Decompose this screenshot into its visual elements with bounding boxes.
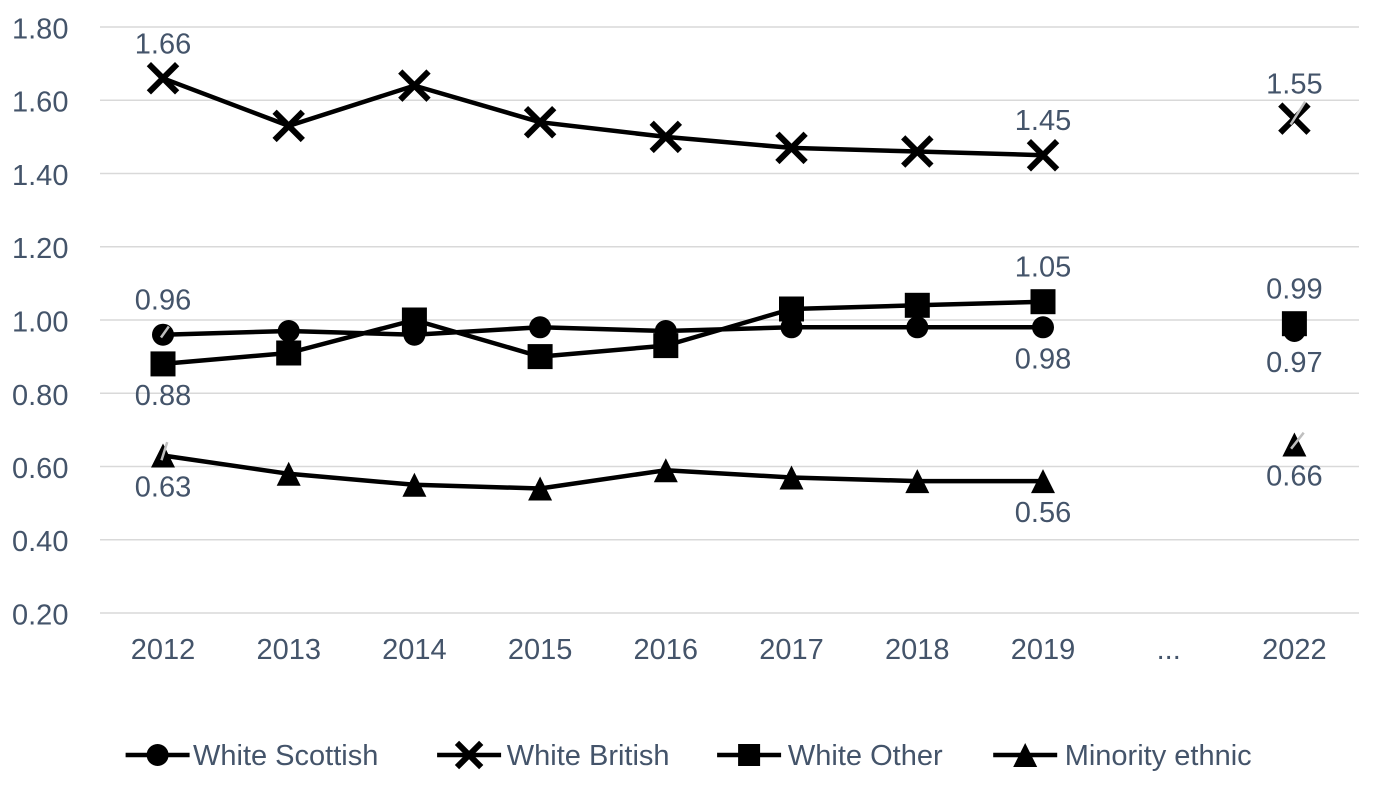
svg-text:1.05: 1.05: [1015, 252, 1071, 284]
svg-text:0.97: 0.97: [1266, 347, 1322, 379]
svg-text:2017: 2017: [759, 634, 824, 666]
svg-text:0.99: 0.99: [1266, 274, 1322, 306]
svg-text:Minority ethnic: Minority ethnic: [1065, 740, 1252, 772]
svg-text:1.66: 1.66: [135, 28, 191, 60]
svg-text:0.98: 0.98: [1015, 343, 1071, 375]
svg-text:White British: White British: [507, 740, 670, 772]
svg-text:2012: 2012: [131, 634, 196, 666]
svg-text:2016: 2016: [634, 634, 699, 666]
svg-text:2019: 2019: [1011, 634, 1076, 666]
svg-text:1.20: 1.20: [12, 233, 68, 265]
svg-text:0.63: 0.63: [135, 472, 191, 504]
svg-text:White Other: White Other: [788, 740, 943, 772]
svg-text:1.60: 1.60: [12, 87, 68, 119]
svg-text:1.45: 1.45: [1015, 105, 1071, 137]
svg-text:1.00: 1.00: [12, 307, 68, 339]
svg-text:2022: 2022: [1262, 634, 1327, 666]
svg-text:...: ...: [1157, 634, 1181, 666]
svg-text:2015: 2015: [508, 634, 573, 666]
svg-text:0.60: 0.60: [12, 453, 68, 485]
svg-text:0.80: 0.80: [12, 380, 68, 412]
svg-text:White Scottish: White Scottish: [193, 740, 378, 772]
svg-text:1.40: 1.40: [12, 160, 68, 192]
svg-text:2018: 2018: [885, 634, 950, 666]
svg-text:2013: 2013: [256, 634, 321, 666]
svg-text:2014: 2014: [382, 634, 447, 666]
svg-text:0.20: 0.20: [12, 600, 68, 632]
svg-text:1.80: 1.80: [12, 14, 68, 46]
svg-text:0.40: 0.40: [12, 526, 68, 558]
svg-text:0.88: 0.88: [135, 380, 191, 412]
svg-text:1.55: 1.55: [1266, 69, 1322, 101]
svg-text:0.96: 0.96: [135, 285, 191, 317]
svg-text:0.56: 0.56: [1015, 497, 1071, 529]
svg-text:0.66: 0.66: [1266, 461, 1322, 493]
